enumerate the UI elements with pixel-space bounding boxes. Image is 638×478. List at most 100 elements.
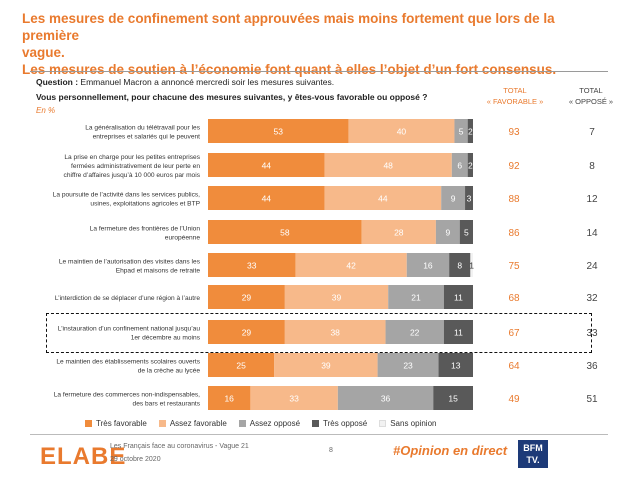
category-label: La fermeture des commerces non-indispens… xyxy=(54,392,200,399)
total-oppose-value: 8 xyxy=(589,161,595,172)
bar-segment-assez-oppose xyxy=(441,186,466,210)
header-divider xyxy=(30,71,608,72)
bar-segment-tres-oppose xyxy=(443,320,473,344)
legend-item-sans-opinion: Sans opinion xyxy=(379,419,436,428)
data-label-assez-oppose: 21 xyxy=(411,293,421,303)
data-label-assez-oppose: 5 xyxy=(459,127,464,137)
question-body: Emmanuel Macron a annoncé mercredi soir … xyxy=(80,77,335,87)
category-label: de la crèche au lycée xyxy=(138,368,201,375)
bar-segment-assez-oppose xyxy=(406,253,450,277)
category-label: des bars et restaurants xyxy=(133,401,201,408)
bar-segment-tres-oppose xyxy=(459,220,473,244)
category-label: Ehpad et maisons de retraite xyxy=(116,268,201,275)
page-title: Les mesures de confinement sont approuvé… xyxy=(22,10,602,78)
data-label-assez-oppose: 36 xyxy=(381,394,391,404)
footer-divider xyxy=(30,434,608,435)
data-label-sans-opinion: 1 xyxy=(469,261,474,271)
category-label: 1er décembre au moins xyxy=(131,335,201,342)
bar-segment-tres-favorable xyxy=(208,386,251,410)
data-label-assez-oppose: 22 xyxy=(410,328,420,338)
total-favorable-value: 88 xyxy=(508,194,520,205)
data-label-assez-favorable: 28 xyxy=(394,228,404,238)
legend-item-assez-oppose: Assez opposé xyxy=(238,419,301,428)
bfm-logo-line1: BFM xyxy=(523,443,543,453)
total-favorable-header-line2: « FAVORABLE » xyxy=(486,97,544,106)
bar-segment-assez-favorable xyxy=(324,186,442,210)
bar-segment-tres-favorable xyxy=(208,253,296,277)
total-favorable-value: 75 xyxy=(508,261,520,272)
data-label-tres-oppose: 8 xyxy=(457,261,462,271)
bar-segment-tres-favorable xyxy=(208,220,362,244)
bar-segment-assez-oppose xyxy=(337,386,434,410)
category-label: fermées administrativement de leur perte… xyxy=(71,163,200,170)
page-number: 8 xyxy=(329,447,333,454)
legend-swatch-tres-favorable xyxy=(85,420,92,427)
bar-segment-tres-oppose xyxy=(467,119,473,143)
bar-segment-tres-oppose xyxy=(443,285,473,309)
source-line-2: 29 octobre 2020 xyxy=(110,456,161,463)
data-label-assez-favorable: 33 xyxy=(289,394,299,404)
question-label: Question : xyxy=(36,77,79,87)
total-favorable-value: 93 xyxy=(508,127,520,138)
bar-segment-tres-oppose xyxy=(433,386,473,410)
bar-segment-assez-favorable xyxy=(284,285,389,309)
data-label-tres-oppose: 2 xyxy=(468,127,473,137)
category-label: entreprises et salariés qui le peuvent xyxy=(93,134,201,141)
legend-label-assez-oppose: Assez opposé xyxy=(249,419,301,428)
total-favorable-value: 92 xyxy=(508,161,520,172)
bar-segment-assez-favorable xyxy=(274,353,378,377)
category-label: La poursuite de l’activité dans les serv… xyxy=(53,192,201,199)
total-oppose-value: 24 xyxy=(586,261,598,272)
title-line-2: vague. xyxy=(22,45,65,60)
category-label: européenne xyxy=(165,235,201,242)
bar-segment-tres-oppose xyxy=(449,253,471,277)
data-label-tres-favorable: 53 xyxy=(273,127,283,137)
bar-segment-assez-favorable xyxy=(324,153,452,177)
data-label-tres-oppose: 13 xyxy=(451,361,461,371)
data-label-tres-favorable: 44 xyxy=(262,194,272,204)
bar-segment-assez-favorable xyxy=(348,119,455,143)
category-label: L’interdiction de se déplacer d’une régi… xyxy=(55,295,200,302)
bar-segment-tres-favorable xyxy=(208,186,325,210)
total-oppose-value: 32 xyxy=(586,293,598,304)
bar-segment-assez-oppose xyxy=(388,285,444,309)
question-subtext: Vous personnellement, pour chacune des m… xyxy=(36,92,428,102)
bar-segment-assez-favorable xyxy=(250,386,338,410)
data-label-tres-oppose: 15 xyxy=(448,394,458,404)
bar-segment-assez-oppose xyxy=(435,220,460,244)
legend-label-tres-favorable: Très favorable xyxy=(96,419,147,428)
category-label: La prise en charge pour les petites entr… xyxy=(64,154,200,161)
unit-label: En % xyxy=(36,106,56,115)
bfm-tv-logo: BFM TV. xyxy=(518,440,548,468)
title-line-1: Les mesures de confinement sont approuvé… xyxy=(22,11,555,43)
total-favorable-header: TOTAL « FAVORABLE » xyxy=(478,85,552,107)
total-oppose-value: 36 xyxy=(586,361,598,372)
category-label: chiffre d’affaires jusqu’à 10 000 euros … xyxy=(64,172,201,179)
bar-segment-assez-favorable xyxy=(361,220,436,244)
data-label-tres-favorable: 58 xyxy=(280,228,290,238)
hashtag: #Opinion en direct xyxy=(393,443,508,458)
source-line-1: Les Français face au coronavirus - Vague… xyxy=(110,443,249,450)
chart-legend: Très favorable Assez favorable Assez opp… xyxy=(85,419,436,428)
legend-label-sans-opinion: Sans opinion xyxy=(390,419,437,428)
category-label: Le maintien de l’autorisation des visite… xyxy=(59,259,201,266)
category-label: La généralisation du télétravail pour le… xyxy=(85,125,200,132)
bar-segment-tres-oppose xyxy=(465,186,473,210)
bar-segment-tres-favorable xyxy=(208,353,275,377)
bar-segment-tres-favorable xyxy=(208,119,349,143)
data-label-tres-favorable: 29 xyxy=(242,293,252,303)
data-label-tres-oppose: 3 xyxy=(467,194,472,204)
total-favorable-value: 49 xyxy=(508,394,520,405)
data-label-assez-favorable: 44 xyxy=(378,194,388,204)
data-label-assez-oppose: 23 xyxy=(403,361,413,371)
bar-segment-assez-oppose xyxy=(385,320,444,344)
legend-swatch-assez-favorable xyxy=(158,420,166,427)
total-oppose-value: 7 xyxy=(589,127,595,138)
data-label-tres-oppose: 11 xyxy=(454,293,463,303)
total-favorable-value: 67 xyxy=(508,328,520,339)
data-label-tres-favorable: 44 xyxy=(262,161,272,171)
data-label-assez-favorable: 39 xyxy=(332,293,342,303)
question-text: Question : Emmanuel Macron a annoncé mer… xyxy=(36,77,456,87)
total-favorable-value: 64 xyxy=(508,361,520,372)
legend-item-assez-favorable: Assez favorable xyxy=(158,419,227,428)
